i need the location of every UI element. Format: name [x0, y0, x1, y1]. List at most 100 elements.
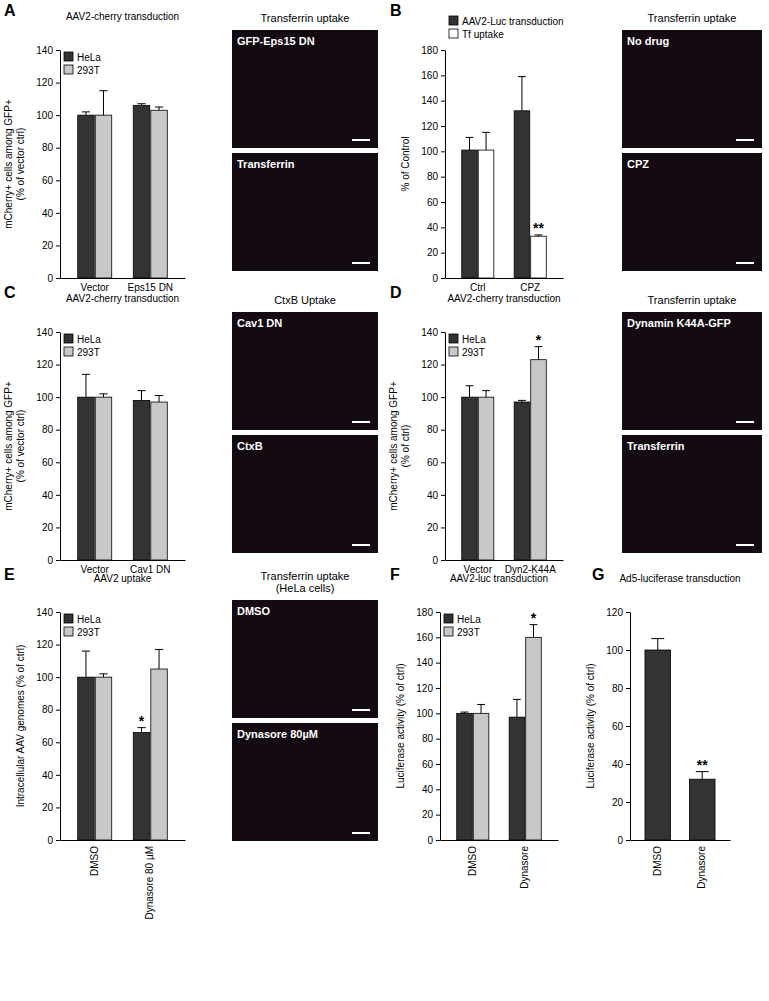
y-tick-mark	[56, 560, 60, 561]
y-tick: 60	[612, 721, 630, 732]
panel-letter: B	[390, 2, 402, 19]
y-tick: 60	[42, 737, 60, 748]
y-tick-label: 0	[47, 273, 53, 284]
plot-marks	[462, 347, 547, 560]
legend-swatch	[449, 16, 458, 25]
y-tick: 20	[42, 522, 60, 533]
x-tick-label: CPZ	[520, 282, 540, 293]
y-tick-mark	[441, 527, 445, 528]
y-tick: 0	[47, 555, 60, 566]
y-tick: 20	[612, 797, 630, 808]
y-tick-label: 100	[36, 392, 53, 403]
y-tick-label: 180	[416, 607, 433, 618]
y-axis-line	[60, 613, 61, 841]
bar	[514, 111, 530, 278]
micrograph-frame	[622, 435, 762, 553]
y-tick-mark	[441, 50, 445, 51]
panel: FAAV2-luc transduction020406080100120140…	[390, 566, 559, 889]
y-tick-label: 40	[42, 770, 54, 781]
error-bar	[155, 107, 163, 110]
micrograph-label: Transferrin	[237, 158, 295, 170]
legend-swatch	[444, 627, 453, 636]
x-tick: DMSO	[652, 846, 663, 876]
micrograph-frame	[622, 153, 762, 271]
legend-label: Tf uptake	[462, 29, 504, 40]
scale-bar	[736, 421, 754, 423]
x-axis-line	[61, 840, 186, 841]
panel: DAAV2-cherry transduction020406080100120…	[388, 284, 762, 575]
y-tick-label: 40	[422, 784, 434, 795]
y-tick: 40	[427, 222, 445, 233]
bar	[531, 236, 547, 278]
y-tick-mark	[441, 560, 445, 561]
chart-title: AAV2 uptake	[94, 573, 152, 584]
y-tick: 40	[42, 208, 60, 219]
micrograph-label: No drug	[627, 35, 669, 47]
y-tick: 140	[416, 657, 440, 668]
micrograph: CPZ	[622, 153, 762, 271]
y-tick-mark	[56, 83, 60, 84]
y-tick-mark	[626, 840, 630, 841]
y-tick-mark	[436, 637, 440, 638]
micrograph: GFP-Eps15 DN	[232, 30, 378, 148]
legend: HeLa293T	[64, 52, 101, 76]
y-axis-title: Intracellular AAV genomes (% of ctrl)	[15, 645, 26, 808]
significance-label: *	[536, 332, 542, 348]
y-axis-line	[60, 51, 61, 279]
micrograph: DMSO	[232, 600, 378, 718]
y-tick-mark	[436, 764, 440, 765]
error-bar	[99, 394, 107, 397]
plot-marks	[78, 91, 168, 278]
significance-label: **	[533, 220, 544, 236]
micrograph-frame	[232, 723, 378, 841]
scale-bar	[352, 709, 370, 711]
image-title: Transferrin uptake	[261, 570, 350, 582]
y-tick: 0	[432, 273, 445, 284]
y-axis-title: Luciferase activity (% of ctrl)	[395, 663, 406, 788]
error-bar	[137, 391, 145, 401]
scale-bar	[352, 544, 370, 546]
y-tick-mark	[441, 227, 445, 228]
x-axis-line	[446, 560, 564, 561]
y-tick-mark	[56, 50, 60, 51]
micrograph: Dynasore 80µM	[232, 723, 378, 841]
scale-bar	[736, 139, 754, 141]
y-tick-mark	[56, 278, 60, 279]
micrograph-label: Cav1 DN	[237, 317, 282, 329]
bar	[645, 650, 671, 840]
plot-marks	[78, 374, 168, 560]
y-tick-mark	[56, 775, 60, 776]
legend-swatch	[449, 347, 458, 356]
y-tick-label: 60	[42, 457, 54, 468]
y-tick-mark	[626, 650, 630, 651]
x-tick: Dynasore	[696, 846, 707, 889]
y-tick: 40	[612, 759, 630, 770]
y-tick-label: 80	[612, 683, 624, 694]
error-bar	[99, 674, 107, 677]
figure-svg: AAAV2-cherry transduction020406080100120…	[0, 0, 769, 1001]
y-tick-label: 20	[427, 247, 439, 258]
y-tick: 60	[42, 175, 60, 186]
y-tick: 140	[36, 327, 60, 338]
y-tick-label: 120	[421, 121, 438, 132]
bar	[95, 115, 111, 278]
y-tick-label: 60	[422, 759, 434, 770]
bar	[133, 400, 149, 560]
y-tick: 160	[416, 632, 440, 643]
y-tick-label: 140	[416, 657, 433, 668]
scale-bar	[736, 262, 754, 264]
error-bar	[513, 699, 521, 717]
legend-label: 293T	[77, 65, 100, 76]
y-tick-label: 20	[42, 240, 54, 251]
y-axis: 020406080100120140160180	[416, 607, 440, 846]
y-tick: 100	[36, 392, 60, 403]
legend: HeLa293T	[64, 614, 101, 638]
micrograph-frame	[232, 153, 378, 271]
y-tick-label: 0	[47, 835, 53, 846]
y-tick-label: 80	[422, 733, 434, 744]
bar	[514, 402, 530, 560]
y-tick: 180	[421, 45, 445, 56]
micrograph-frame	[232, 435, 378, 553]
x-tick: Dynasore 80 µM	[144, 846, 155, 920]
legend-label: 293T	[77, 347, 100, 358]
